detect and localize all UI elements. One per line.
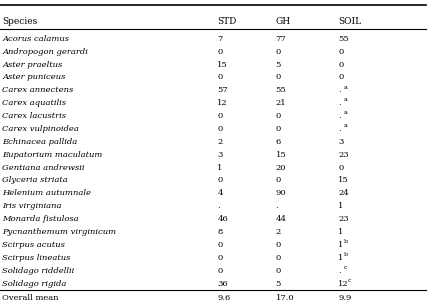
Text: 55: 55 <box>276 86 286 94</box>
Text: Gentiana andrewsii: Gentiana andrewsii <box>2 164 85 171</box>
Text: 20: 20 <box>276 164 286 171</box>
Text: c: c <box>344 265 347 270</box>
Text: 0: 0 <box>276 125 281 133</box>
Text: 90: 90 <box>276 189 286 197</box>
Text: 12: 12 <box>217 99 228 107</box>
Text: 6: 6 <box>276 138 281 146</box>
Text: .: . <box>338 267 341 275</box>
Text: 0: 0 <box>276 112 281 120</box>
Text: .: . <box>338 125 341 133</box>
Text: .: . <box>276 202 278 210</box>
Text: 7: 7 <box>217 35 223 43</box>
Text: 21: 21 <box>276 99 286 107</box>
Text: 0: 0 <box>338 48 344 56</box>
Text: Carex lacustris: Carex lacustris <box>2 112 66 120</box>
Text: Andropogon gerardi: Andropogon gerardi <box>2 48 88 56</box>
Text: 36: 36 <box>217 280 228 288</box>
Text: 0: 0 <box>276 176 281 185</box>
Text: 0: 0 <box>338 73 344 82</box>
Text: 15: 15 <box>338 176 349 185</box>
Text: Iris virginiana: Iris virginiana <box>2 202 62 210</box>
Text: GH: GH <box>276 17 291 26</box>
Text: 17.0: 17.0 <box>276 294 294 301</box>
Text: 0: 0 <box>217 125 223 133</box>
Text: 23: 23 <box>338 215 349 223</box>
Text: 0: 0 <box>217 73 223 82</box>
Text: 9.9: 9.9 <box>338 294 352 301</box>
Text: a: a <box>344 110 347 115</box>
Text: 3: 3 <box>338 138 344 146</box>
Text: 0: 0 <box>338 164 344 171</box>
Text: a: a <box>344 85 347 90</box>
Text: a: a <box>344 98 347 102</box>
Text: Overall mean: Overall mean <box>2 294 59 301</box>
Text: Scirpus acutus: Scirpus acutus <box>2 241 65 249</box>
Text: 9.6: 9.6 <box>217 294 231 301</box>
Text: a: a <box>344 123 347 128</box>
Text: Carex aquatilis: Carex aquatilis <box>2 99 66 107</box>
Text: Aster puniceus: Aster puniceus <box>2 73 65 82</box>
Text: .: . <box>338 99 341 107</box>
Text: 1: 1 <box>338 202 344 210</box>
Text: 0: 0 <box>217 112 223 120</box>
Text: 3: 3 <box>217 151 223 159</box>
Text: 24: 24 <box>338 189 349 197</box>
Text: 0: 0 <box>276 73 281 82</box>
Text: 5: 5 <box>276 61 281 68</box>
Text: Pycnanthemum virginicum: Pycnanthemum virginicum <box>2 228 116 236</box>
Text: 44: 44 <box>276 215 287 223</box>
Text: 1: 1 <box>217 164 223 171</box>
Text: 0: 0 <box>217 48 223 56</box>
Text: b: b <box>344 252 348 257</box>
Text: 0: 0 <box>276 48 281 56</box>
Text: Helenium autumnale: Helenium autumnale <box>2 189 91 197</box>
Text: 15: 15 <box>217 61 228 68</box>
Text: Acorus calamus: Acorus calamus <box>2 35 69 43</box>
Text: c: c <box>348 278 351 283</box>
Text: 0: 0 <box>217 254 223 262</box>
Text: Solidago rigida: Solidago rigida <box>2 280 67 288</box>
Text: Glyceria striata: Glyceria striata <box>2 176 68 185</box>
Text: Carex vulpinoidea: Carex vulpinoidea <box>2 125 79 133</box>
Text: 0: 0 <box>276 267 281 275</box>
Text: 0: 0 <box>217 267 223 275</box>
Text: Solidago riddellii: Solidago riddellii <box>2 267 74 275</box>
Text: Species: Species <box>2 17 38 26</box>
Text: Monarda fistulosa: Monarda fistulosa <box>2 215 79 223</box>
Text: 23: 23 <box>338 151 349 159</box>
Text: 0: 0 <box>338 61 344 68</box>
Text: STD: STD <box>217 17 237 26</box>
Text: Echinacea pallida: Echinacea pallida <box>2 138 78 146</box>
Text: 0: 0 <box>217 176 223 185</box>
Text: 1: 1 <box>338 241 344 249</box>
Text: 4: 4 <box>217 189 223 197</box>
Text: b: b <box>344 239 348 244</box>
Text: 57: 57 <box>217 86 228 94</box>
Text: .: . <box>338 86 341 94</box>
Text: 0: 0 <box>276 241 281 249</box>
Text: 1: 1 <box>338 228 344 236</box>
Text: .: . <box>217 202 220 210</box>
Text: 77: 77 <box>276 35 286 43</box>
Text: 12: 12 <box>338 280 349 288</box>
Text: 55: 55 <box>338 35 349 43</box>
Text: 2: 2 <box>217 138 223 146</box>
Text: 2: 2 <box>276 228 281 236</box>
Text: 5: 5 <box>276 280 281 288</box>
Text: 8: 8 <box>217 228 223 236</box>
Text: Aster praeltus: Aster praeltus <box>2 61 62 68</box>
Text: 46: 46 <box>217 215 228 223</box>
Text: 15: 15 <box>276 151 286 159</box>
Text: .: . <box>338 112 341 120</box>
Text: SOIL: SOIL <box>338 17 362 26</box>
Text: Eupatorium maculatum: Eupatorium maculatum <box>2 151 103 159</box>
Text: 1: 1 <box>338 254 344 262</box>
Text: Scirpus lineatus: Scirpus lineatus <box>2 254 71 262</box>
Text: Carex annectens: Carex annectens <box>2 86 73 94</box>
Text: 0: 0 <box>217 241 223 249</box>
Text: 0: 0 <box>276 254 281 262</box>
